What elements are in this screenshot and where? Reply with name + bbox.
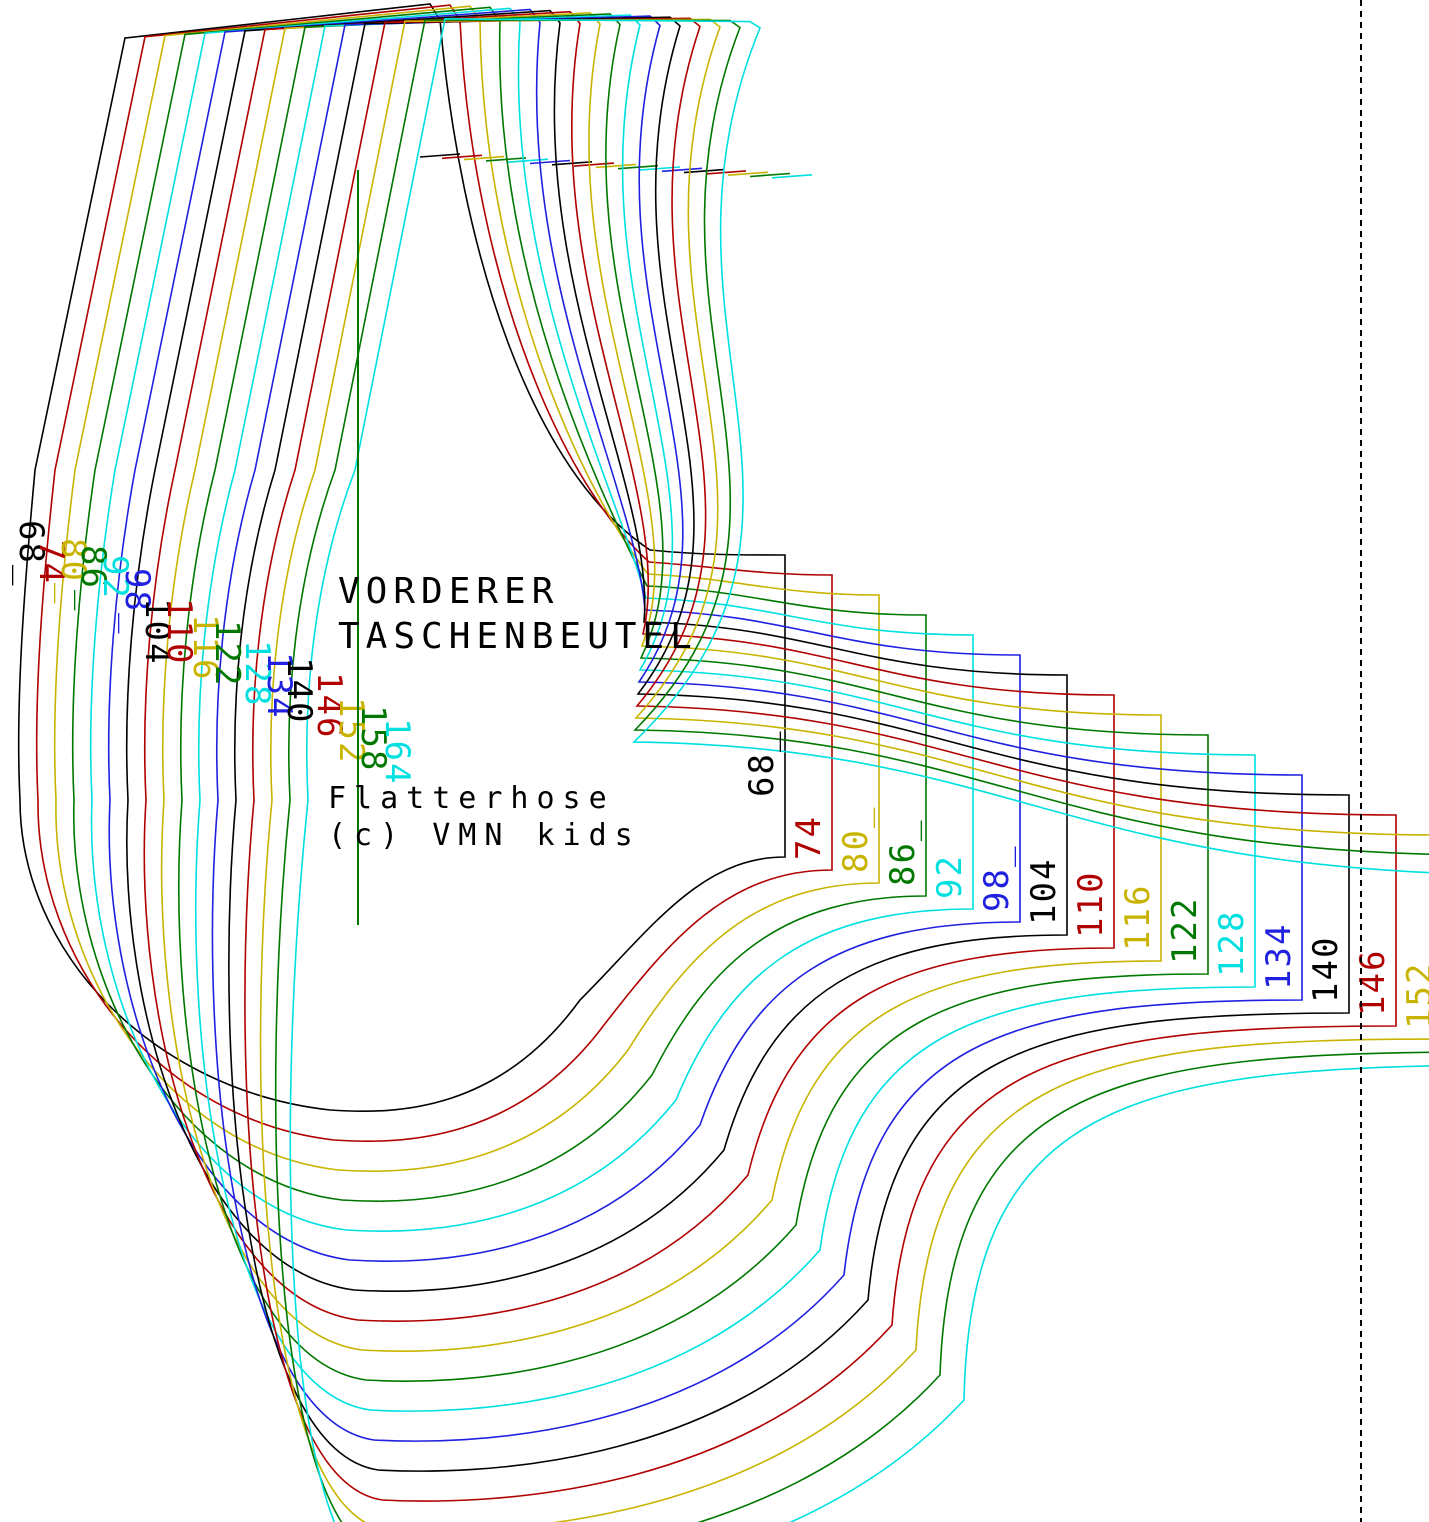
size-outline-140	[228, 16, 1350, 1472]
left-size-label: 146	[309, 672, 349, 739]
pocket-notch	[485, 157, 527, 162]
size-outline-152	[259, 18, 1429, 1522]
right-size-label: 128	[1212, 910, 1252, 977]
left-size-label: 134	[259, 652, 299, 719]
pocket-notch	[529, 159, 571, 165]
left-size-label: 92	[95, 555, 135, 600]
left-size-label: 86_	[73, 545, 113, 612]
left-size-label: 128	[237, 640, 277, 707]
size-outline-104	[125, 9, 1068, 1292]
right-size-label: 110	[1071, 871, 1111, 938]
size-outline-110	[143, 10, 1115, 1322]
right-size-labels: 68_74 80_ 86_ 92 98_ 104 110 116 122 128 134 140 146…	[742, 730, 1429, 1029]
pocket-notch	[419, 153, 461, 158]
left-size-label: 110	[159, 598, 199, 665]
right-size-label: 152	[1400, 962, 1429, 1029]
pocket-notch	[573, 162, 615, 167]
pocket-notch	[705, 170, 747, 175]
right-size-label: 134	[1259, 923, 1299, 990]
pocket-notch	[463, 155, 505, 161]
pocket-notch	[441, 154, 483, 160]
size-outline-92	[89, 7, 974, 1232]
size-outline-80	[53, 5, 880, 1173]
pattern-title-line2: TASCHENBEUTEL	[338, 616, 698, 657]
pattern-title-line1: VORDERER	[338, 571, 559, 612]
left-size-label: 104	[137, 598, 177, 665]
left-size-label: 68_	[11, 520, 51, 587]
copyright-text: (c) VMN kids	[328, 818, 641, 853]
right-size-label: 104	[1024, 858, 1064, 925]
right-size-label: 122	[1165, 897, 1205, 964]
left-size-label: 80_	[53, 538, 93, 605]
left-size-label: 140	[279, 657, 319, 724]
size-outline-68	[17, 3, 786, 1113]
left-size-label: 74	[31, 540, 71, 585]
pocket-notch	[771, 174, 813, 179]
size-outline-146	[244, 17, 1397, 1502]
size-outline-164	[289, 17, 1429, 1522]
left-size-label: 164	[377, 718, 417, 785]
size-outline-122	[178, 13, 1209, 1382]
size-outline-98	[107, 8, 1021, 1262]
left-size-label: 122	[207, 620, 247, 687]
size-outline-158	[274, 19, 1429, 1522]
pocket-notch	[727, 171, 769, 176]
right-size-label: 116	[1118, 884, 1158, 951]
size-outline-134	[211, 15, 1303, 1442]
right-size-label: 80_	[836, 806, 876, 873]
right-size-label: 74	[789, 815, 829, 860]
size-outline-116	[160, 11, 1162, 1352]
left-size-labels: 68_7480_86_9298_104110116122128134140146…	[11, 520, 417, 785]
right-size-label: 92	[930, 854, 970, 899]
pocket-notch	[749, 172, 791, 178]
size-outline-74	[35, 4, 833, 1143]
right-size-label: 146	[1353, 949, 1393, 1016]
pocket-notch	[507, 158, 549, 163]
right-size-label: 68_	[742, 730, 782, 797]
left-size-label: 158	[353, 705, 393, 772]
right-size-label: 140	[1306, 936, 1346, 1003]
pocket-notch	[661, 167, 703, 173]
left-size-label: 152	[331, 697, 371, 764]
pocket-notch	[595, 163, 637, 169]
size-outline-128	[194, 14, 1256, 1412]
size-outline-86	[71, 6, 927, 1203]
pocket-notch	[639, 166, 681, 171]
size-outlines	[17, 3, 1429, 1522]
pocket-notch	[683, 168, 725, 174]
pocket-notch	[617, 164, 659, 170]
right-size-label: 98_	[977, 845, 1017, 912]
model-name: Flatterhose	[328, 781, 615, 816]
left-size-label: 116	[185, 614, 225, 681]
left-size-label: 98_	[117, 568, 157, 635]
right-size-label: 86_	[883, 819, 923, 886]
